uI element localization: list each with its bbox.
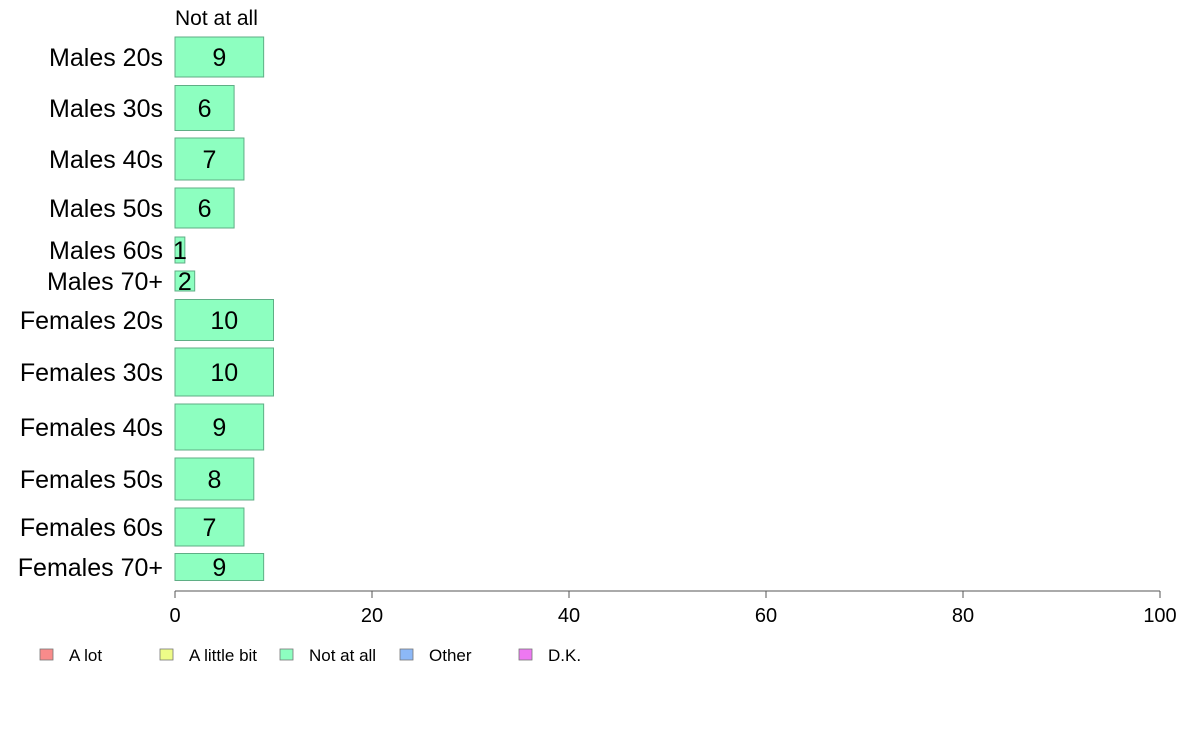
legend-label-d-k: D.K.	[548, 646, 581, 665]
category-label-males-40s: Males 40s	[49, 146, 163, 174]
category-label-males-60s: Males 60s	[49, 237, 163, 265]
x-tick-label-100: 100	[1143, 605, 1176, 627]
category-label-females-30s: Females 30s	[20, 359, 163, 387]
category-label-females-20s: Females 20s	[20, 307, 163, 335]
category-label-males-20s: Males 20s	[49, 44, 163, 72]
bar-females-20s	[174, 299, 274, 341]
value-label-males-60s: 1	[173, 237, 187, 265]
legend-swatch-other	[399, 648, 414, 661]
bar-females-50s	[174, 457, 255, 501]
legend-swatch-a-lot	[39, 648, 54, 661]
category-label-males-30s: Males 30s	[49, 95, 163, 123]
legend-label-a-little-bit: A little bit	[189, 646, 257, 665]
column-header: Not at all	[175, 7, 258, 30]
bar-males-30s	[174, 85, 235, 131]
legend-swatch-not-at-all	[279, 648, 294, 661]
category-label-males-70plus: Males 70+	[47, 268, 163, 296]
x-tick-label-40: 40	[558, 605, 580, 627]
x-tick-label-60: 60	[755, 605, 777, 627]
bar-males-40s	[174, 137, 245, 181]
legend: A lot A little bit Not at all Other D.K.	[39, 646, 581, 665]
value-label-females-60s: 7	[203, 514, 217, 542]
bar-females-40s	[174, 403, 265, 451]
category-label-females-50s: Females 50s	[20, 466, 163, 494]
legend-label-a-lot: A lot	[69, 646, 102, 665]
legend-swatch-a-little-bit	[159, 648, 174, 661]
category-label-females-70plus: Females 70+	[18, 554, 163, 582]
category-label-females-40s: Females 40s	[20, 414, 163, 442]
x-tick-label-20: 20	[361, 605, 383, 627]
value-label-females-40s: 9	[212, 414, 226, 442]
value-label-females-70plus: 9	[212, 554, 226, 582]
value-label-females-30s: 10	[210, 359, 238, 387]
bar-females-60s	[174, 507, 245, 547]
value-label-females-20s: 10	[210, 307, 238, 335]
legend-swatch-d-k	[518, 648, 533, 661]
bar-males-70plus	[174, 270, 196, 292]
value-label-males-50s: 6	[198, 195, 212, 223]
x-axis: 0 20 40 60 80 100	[169, 590, 1177, 627]
value-label-males-30s: 6	[198, 95, 212, 123]
bar-males-20s	[174, 36, 265, 78]
bar-females-70plus	[174, 553, 265, 581]
x-tick-label-0: 0	[169, 605, 180, 627]
value-label-males-40s: 7	[203, 146, 217, 174]
value-label-males-20s: 9	[212, 44, 226, 72]
bar-males-50s	[174, 187, 235, 229]
category-label-males-50s: Males 50s	[49, 195, 163, 223]
bar-females-30s	[174, 347, 274, 397]
category-label-females-60s: Females 60s	[20, 514, 163, 542]
legend-label-other: Other	[429, 646, 472, 665]
value-label-females-50s: 8	[207, 466, 221, 494]
value-label-males-70plus: 2	[178, 268, 192, 296]
x-tick-label-80: 80	[952, 605, 974, 627]
legend-label-not-at-all: Not at all	[309, 646, 376, 665]
bars-group: Males 20s 9 Males 30s 6 Males 40s 7 Males 50s 6…	[18, 36, 274, 582]
bar-males-60s	[174, 236, 186, 264]
